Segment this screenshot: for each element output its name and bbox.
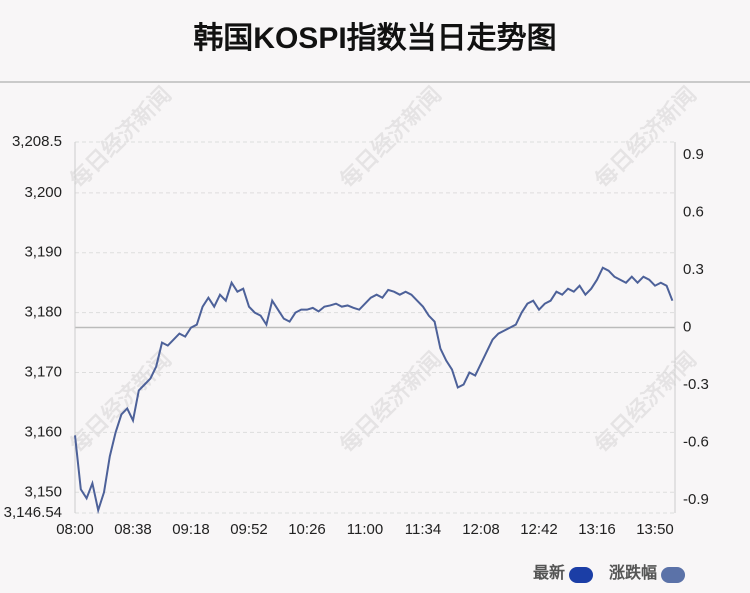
chart-title: 韩国KOSPI指数当日走势图 bbox=[193, 22, 556, 55]
y2-tick-label: 0 bbox=[683, 318, 691, 335]
watermark: 每日经济新闻 bbox=[590, 82, 702, 194]
x-tick-label: 08:38 bbox=[114, 521, 152, 538]
y-tick-label: 3,190 bbox=[24, 244, 62, 261]
x-tick-label: 09:18 bbox=[172, 521, 210, 538]
x-tick-label: 10:26 bbox=[288, 521, 326, 538]
legend-swatch bbox=[569, 567, 594, 583]
legend-swatch bbox=[661, 567, 686, 583]
x-tick-label: 09:52 bbox=[230, 521, 268, 538]
y2-tick-label: -0.6 bbox=[683, 433, 709, 450]
y-tick-label: 3,146.54 bbox=[4, 504, 62, 521]
legend-label: 最新 bbox=[533, 563, 565, 582]
y2-tick-label: -0.3 bbox=[683, 376, 709, 393]
x-tick-label: 13:50 bbox=[636, 521, 674, 538]
watermark: 每日经济新闻 bbox=[65, 347, 177, 459]
y2-tick-label: 0.3 bbox=[683, 261, 704, 278]
x-tick-label: 12:08 bbox=[462, 521, 500, 538]
y-tick-label: 3,160 bbox=[24, 423, 62, 440]
y-tick-label: 3,208.5 bbox=[12, 133, 62, 150]
x-tick-label: 11:00 bbox=[347, 521, 383, 538]
watermark: 每日经济新闻 bbox=[335, 82, 447, 194]
x-tick-label: 13:16 bbox=[578, 521, 616, 538]
x-tick-label: 12:42 bbox=[520, 521, 558, 538]
y2-tick-label: -0.9 bbox=[683, 491, 709, 508]
y2-tick-label: 0.6 bbox=[683, 203, 704, 220]
y-tick-label: 3,170 bbox=[24, 363, 62, 380]
legend-label: 涨跌幅 bbox=[609, 563, 657, 582]
y-tick-label: 3,200 bbox=[24, 184, 62, 201]
price-line bbox=[74, 266, 674, 515]
x-tick-label: 11:34 bbox=[405, 521, 441, 538]
y2-tick-label: 0.9 bbox=[683, 146, 704, 163]
watermark: 每日经济新闻 bbox=[65, 82, 177, 194]
y-tick-label: 3,150 bbox=[24, 483, 62, 500]
watermark: 每日经济新闻 bbox=[335, 347, 447, 459]
x-tick-label: 08:00 bbox=[56, 521, 94, 538]
y-tick-label: 3,180 bbox=[24, 304, 62, 321]
